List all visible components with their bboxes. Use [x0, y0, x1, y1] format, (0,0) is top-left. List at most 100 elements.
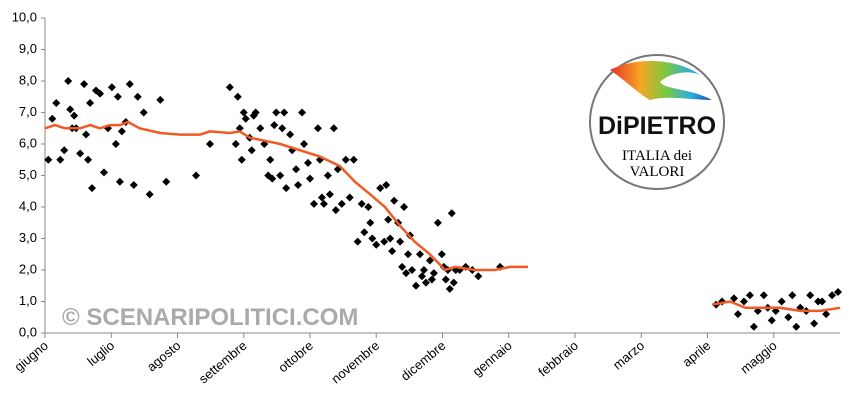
scatter-point [745, 291, 754, 300]
scatter-point [419, 266, 428, 274]
scatter-point [433, 218, 442, 227]
scatter-point [372, 240, 381, 249]
scatter-point [237, 155, 246, 164]
scatter-point [447, 209, 456, 218]
scatter-point [331, 206, 340, 215]
scatter-point [366, 218, 375, 227]
scatter-point [266, 155, 275, 164]
y-tick-label: 7,0 [19, 104, 37, 119]
scatter-point [44, 155, 53, 164]
logo: DiPIETRO ITALIA dei VALORI [589, 54, 725, 190]
scatter-point [272, 108, 281, 117]
line-series [44, 120, 841, 313]
logo-line: ITALIA dei [622, 148, 692, 164]
scatter-point [730, 294, 738, 303]
scatter-point [298, 108, 307, 117]
scatter-point [70, 111, 79, 120]
scatter-point [437, 250, 446, 259]
y-tick-label: 10,0 [12, 9, 37, 24]
scatter-point [329, 124, 338, 133]
scatter-point [400, 203, 409, 211]
scatter-point [806, 291, 815, 300]
x-tick-label: aprile [679, 338, 713, 370]
scatter-point [390, 196, 399, 205]
scatter-point [425, 256, 434, 265]
scatter-point [64, 77, 73, 85]
scatter-point [828, 291, 837, 300]
scatter-point [337, 199, 346, 208]
scatter-point [233, 92, 242, 101]
scatter-point [398, 262, 407, 271]
y-tick-label: 5,0 [19, 167, 37, 182]
scatter-point [360, 228, 369, 237]
scatter-point [268, 174, 277, 183]
scatter-point [319, 199, 328, 208]
scatter-point [80, 80, 89, 89]
scatter-point [415, 250, 424, 259]
scatter-point [162, 177, 171, 186]
y-tick-label: 9,0 [19, 41, 37, 56]
scatter-point [810, 319, 819, 328]
scatter-point [822, 310, 831, 319]
scatter-point [818, 297, 827, 306]
watermark: © SCENARIPOLITICI.COM [62, 304, 358, 331]
y-tick-label: 6,0 [19, 135, 37, 150]
scatter-point [386, 234, 395, 243]
scatter-point [349, 155, 358, 164]
scatter-point [788, 291, 797, 300]
x-tick-label: luglio [84, 338, 117, 369]
scatter-point [792, 322, 801, 331]
scatter-point [784, 313, 793, 322]
scatter-point [76, 149, 85, 158]
scatter-point [376, 184, 385, 193]
y-tick-label: 8,0 [19, 72, 37, 87]
scatter-point [88, 184, 97, 193]
x-tick-label: febbraio [535, 338, 581, 380]
scatter-point [247, 146, 256, 155]
scatter-point [313, 124, 322, 133]
scatter-point [192, 171, 201, 180]
scatter-point [396, 237, 405, 246]
logo-line: VALORI [630, 164, 685, 180]
scatter-point [323, 171, 332, 180]
scatter-point [286, 130, 295, 139]
scatter-point [380, 237, 389, 246]
scatter-point [139, 108, 148, 117]
scatter-point [445, 284, 454, 293]
scatter-point [300, 140, 309, 148]
scatter-point [84, 155, 93, 164]
scatter-point [156, 95, 165, 104]
logo-bird [610, 60, 712, 100]
scatter-point [225, 83, 234, 92]
x-tick-label: ottobre [275, 338, 316, 376]
logo-brand: DiPIETRO [598, 112, 716, 140]
x-tick-label: gennaio [470, 338, 515, 379]
scatter-point [239, 108, 248, 117]
scatter-point [113, 92, 122, 101]
scatter-point [382, 180, 391, 189]
scatter-point [60, 146, 69, 155]
scatter-point [292, 165, 301, 174]
scatter-point [749, 322, 758, 331]
scatter-point [125, 80, 134, 89]
x-tick-label: agosto [144, 338, 184, 375]
scatter-point [357, 199, 366, 208]
scatter-point [133, 92, 142, 101]
x-tick-label: marzo [610, 338, 647, 373]
y-tick-label: 0,0 [19, 324, 37, 339]
scatter-point [739, 297, 748, 306]
scatter-point [325, 190, 334, 199]
scatter-point [309, 199, 318, 208]
scatter-point [421, 278, 430, 287]
scatter-point [384, 215, 393, 224]
x-tick-label: maggio [737, 338, 779, 377]
scatter-point [345, 193, 354, 202]
scatter-point [408, 266, 417, 274]
scatter-point [388, 247, 397, 256]
x-tick-label: settembre [196, 338, 250, 387]
scatter-point [282, 184, 291, 193]
scatter-point [251, 108, 260, 117]
y-tick-label: 3,0 [19, 230, 37, 245]
scatter-point [66, 105, 75, 114]
